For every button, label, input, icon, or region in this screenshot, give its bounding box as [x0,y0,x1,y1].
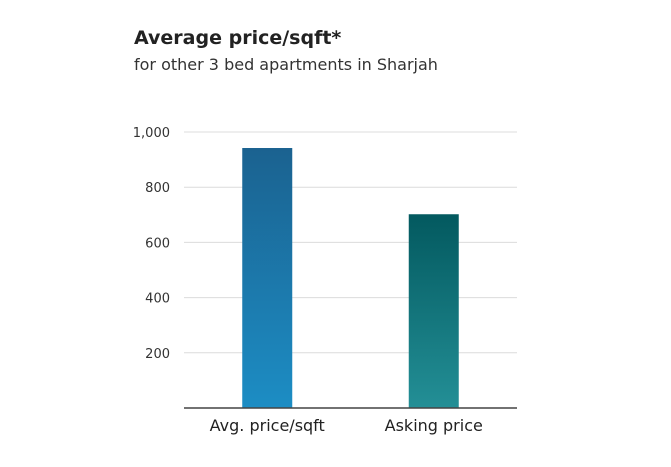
grid-lines [184,131,517,354]
bars [242,148,459,408]
x-category-label: Avg. price/sqft [210,416,325,435]
bar-1 [408,214,459,408]
chart-title: Average price/sqft* [134,27,342,49]
y-tick-label: 200 [145,347,170,362]
y-tick-label: 400 [145,292,170,307]
bar-0 [242,148,293,408]
x-axis-labels: Avg. price/sqft Asking price [210,416,483,435]
y-tick-label: 1,000 [133,126,170,141]
chart-subtitle: for other 3 bed apartments in Sharjah [134,55,438,74]
x-category-label: Asking price [385,416,483,435]
y-tick-label: 800 [145,181,170,196]
y-tick-label: 600 [145,236,170,251]
y-axis-ticks: 200 400 600 800 1,000 [133,126,170,362]
